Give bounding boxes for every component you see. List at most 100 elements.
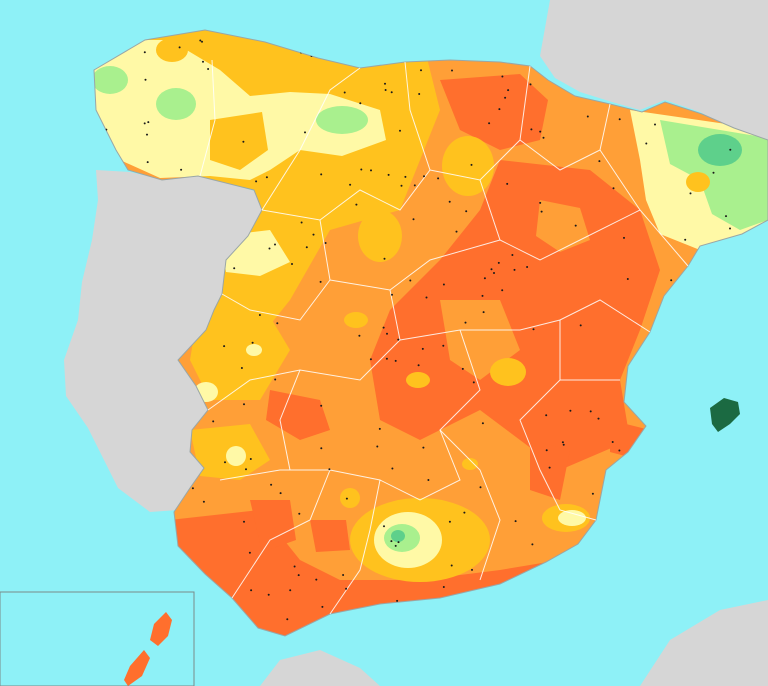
station-dot: [369, 358, 372, 361]
station-dot: [612, 187, 615, 190]
station-dot: [597, 417, 600, 420]
station-dot: [425, 296, 428, 299]
station-dot: [461, 367, 464, 370]
station-dot: [421, 347, 424, 350]
station-dot: [300, 221, 303, 224]
station-dot: [384, 82, 386, 85]
station-dot: [293, 565, 296, 568]
station-dot: [255, 180, 258, 183]
station-dot: [207, 68, 210, 70]
station-dot: [442, 586, 445, 588]
station-dot: [450, 564, 453, 567]
station-dot: [569, 409, 572, 412]
station-dot: [437, 177, 440, 180]
station-dot: [320, 404, 323, 407]
station-dot: [399, 129, 401, 132]
station-dot: [202, 60, 204, 63]
station-dot: [178, 46, 181, 49]
station-dot: [611, 441, 614, 443]
station-dot: [243, 403, 245, 406]
station-dot: [586, 115, 589, 118]
station-dot: [542, 136, 545, 139]
station-dot: [242, 140, 245, 143]
station-dot: [146, 133, 148, 136]
station-dot: [465, 210, 468, 213]
station-dot: [144, 78, 147, 81]
station-dot: [498, 108, 501, 111]
station-dot: [355, 203, 358, 206]
station-dot: [531, 543, 534, 546]
station-dot: [298, 512, 301, 515]
station-dot: [391, 293, 393, 296]
station-dot: [412, 218, 415, 221]
station-dot: [448, 200, 451, 203]
station-dot: [223, 345, 226, 348]
station-dot: [233, 267, 236, 270]
station-dot: [530, 128, 533, 131]
station-dot: [394, 544, 397, 547]
station-dot: [315, 578, 318, 581]
station-dot: [561, 441, 564, 444]
station-dot: [224, 461, 226, 464]
station-dot: [729, 227, 731, 230]
station-dot: [623, 236, 625, 239]
station-dot: [689, 192, 692, 195]
station-dot: [526, 266, 529, 268]
station-dot: [245, 468, 247, 471]
station-dot: [328, 468, 331, 471]
station-dot: [712, 171, 715, 174]
station-dot: [304, 131, 306, 134]
station-dot: [358, 334, 361, 337]
station-dot: [417, 364, 420, 367]
station-dot: [514, 520, 517, 523]
station-dot: [391, 467, 394, 470]
station-dot: [143, 51, 146, 54]
province-boundaries: [199, 59, 689, 615]
station-dot: [212, 420, 215, 423]
station-dot: [297, 574, 300, 577]
station-dot: [670, 279, 673, 282]
station-dot: [251, 341, 254, 344]
station-dot: [442, 344, 445, 347]
station-dot: [479, 486, 482, 489]
station-dot: [394, 359, 397, 362]
station-dot: [146, 161, 149, 164]
station-dot: [274, 378, 277, 381]
station-dot: [481, 422, 484, 425]
station-dot: [488, 122, 491, 125]
portugal-landmass: [64, 170, 262, 512]
station-dot: [286, 618, 289, 621]
station-dot: [397, 338, 400, 341]
station-dot: [645, 142, 648, 145]
station-dot: [345, 587, 348, 590]
station-dot: [455, 230, 458, 233]
station-dot: [589, 410, 592, 413]
station-dot: [464, 321, 467, 324]
spain-coastline: [93, 29, 768, 637]
canary-island-lanzarote: [150, 612, 172, 646]
station-dot: [274, 243, 276, 246]
station-dot: [321, 605, 324, 608]
station-dot: [360, 168, 363, 171]
station-dot: [305, 246, 308, 249]
station-dot: [497, 261, 500, 264]
station-dot: [249, 458, 252, 460]
station-dot: [539, 201, 542, 204]
station-dot: [320, 173, 323, 176]
station-dot: [378, 427, 381, 430]
station-dot: [324, 242, 327, 244]
station-dot: [626, 278, 629, 280]
station-dot: [532, 328, 535, 331]
station-dot: [376, 445, 379, 448]
africa-landmass-east: [640, 600, 768, 686]
station-dot: [191, 487, 194, 490]
station-dot: [289, 589, 292, 592]
station-dot: [451, 69, 453, 72]
station-dot: [511, 254, 514, 256]
station-dot: [291, 263, 293, 265]
station-dot: [413, 184, 416, 187]
station-dot: [481, 294, 484, 297]
station-dot: [390, 540, 393, 543]
station-dot: [404, 175, 407, 178]
